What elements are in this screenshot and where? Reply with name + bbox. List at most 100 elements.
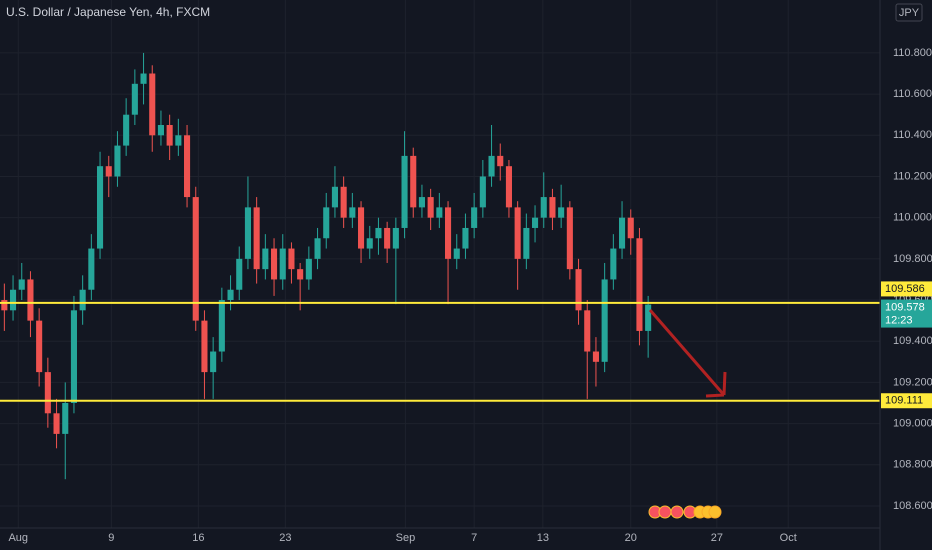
candle-body	[244, 207, 251, 259]
price-line-label-box	[881, 393, 932, 409]
candle-body	[236, 258, 243, 290]
chart-title: U.S. Dollar / Japanese Yen, 4h, FXCM	[6, 5, 210, 19]
candle-body	[601, 279, 608, 362]
candle-body	[584, 310, 591, 352]
candle-body	[105, 166, 112, 177]
candle-body	[305, 258, 312, 280]
candle-body	[532, 217, 539, 228]
x-tick-label: Aug	[8, 532, 28, 544]
candle-body	[227, 289, 234, 301]
candle-body	[297, 269, 304, 280]
candle-body	[79, 289, 86, 311]
candle-body	[114, 145, 121, 177]
candle-body	[627, 217, 634, 239]
candle-body	[175, 135, 182, 146]
candle-body	[262, 248, 269, 270]
candle-body	[18, 279, 25, 290]
candle-body	[479, 176, 486, 208]
event-icons[interactable]	[648, 505, 722, 519]
candle-body	[36, 320, 43, 373]
candle-body	[558, 207, 565, 218]
candle-body	[53, 413, 60, 434]
candle-body	[166, 124, 173, 146]
candle-body	[610, 248, 617, 280]
candle-body	[358, 207, 365, 249]
price-line-label-box	[881, 281, 932, 297]
price-line-label: 109.586	[885, 283, 925, 295]
candle-body	[497, 155, 504, 167]
candle-body	[549, 197, 556, 218]
price-axis: 108.600108.800109.000109.200109.400109.6…	[8, 47, 932, 544]
candle-body	[392, 227, 399, 249]
currency-box[interactable]	[895, 3, 923, 22]
x-tick-label: Oct	[780, 532, 797, 544]
candle-body	[210, 351, 217, 373]
currency[interactable]: JPY	[899, 7, 920, 19]
candle-body	[575, 269, 582, 311]
countdown-label: 12:23	[885, 314, 913, 326]
trend-arrow	[648, 309, 727, 398]
candle-body	[1, 300, 8, 311]
candle-body	[62, 403, 69, 434]
x-tick-label: 7	[471, 532, 477, 544]
candle-body	[445, 207, 452, 259]
candle-body	[271, 248, 278, 280]
y-tick-label: 110.400	[893, 129, 932, 141]
last-price-box	[881, 299, 932, 328]
candle-body	[462, 227, 469, 249]
x-tick-label: 23	[279, 532, 291, 544]
candle-body	[523, 227, 530, 259]
y-tick-label: 108.600	[893, 500, 932, 512]
candle-body	[253, 207, 260, 270]
candle-body	[619, 217, 626, 249]
candle-body	[453, 248, 460, 259]
x-tick-label: 20	[625, 532, 637, 544]
candle-body	[218, 300, 225, 352]
x-tick-label: 27	[711, 532, 723, 544]
candle-body	[131, 83, 138, 115]
candle-body	[566, 207, 573, 270]
candle-body	[471, 207, 478, 228]
x-tick-label: 13	[537, 532, 549, 544]
candle-body	[488, 155, 495, 177]
candle-body	[592, 351, 599, 362]
candle-body	[505, 166, 512, 208]
y-tick-label: 108.800	[893, 459, 932, 471]
candle-body	[201, 320, 208, 373]
candle-body	[323, 207, 330, 239]
y-tick-label: 109.400	[893, 335, 932, 347]
x-tick-label: Sep	[396, 532, 416, 544]
candle-body	[540, 197, 547, 218]
y-tick-label: 110.600	[893, 88, 932, 100]
candle-body	[427, 197, 434, 218]
candle-body	[10, 289, 17, 311]
y-tick-label: 109.200	[893, 376, 932, 388]
y-tick-label: 110.800	[893, 47, 932, 59]
candle-body	[149, 73, 156, 136]
candle-body	[340, 186, 347, 218]
x-tick-label: 16	[192, 532, 204, 544]
candle-body	[140, 73, 147, 84]
y-tick-label: 110.200	[893, 170, 932, 182]
y-tick-label: 109.800	[893, 253, 932, 265]
candle-body	[410, 155, 417, 208]
candle-body	[44, 372, 51, 414]
candle-body	[636, 238, 643, 331]
candle-body	[279, 248, 286, 280]
candle-body	[514, 207, 521, 259]
candle-body	[366, 238, 373, 249]
y-tick-label: 110.000	[893, 212, 932, 224]
candle-body	[70, 310, 77, 404]
candle-body	[645, 304, 652, 331]
candle-body	[88, 248, 95, 290]
grid	[0, 0, 880, 528]
candles	[0, 52, 880, 480]
candle-body	[349, 207, 356, 218]
candle-body	[331, 186, 338, 208]
candle-body	[192, 197, 199, 321]
candle-body	[375, 227, 382, 239]
candle-body	[314, 238, 321, 259]
candle-body	[123, 114, 130, 146]
